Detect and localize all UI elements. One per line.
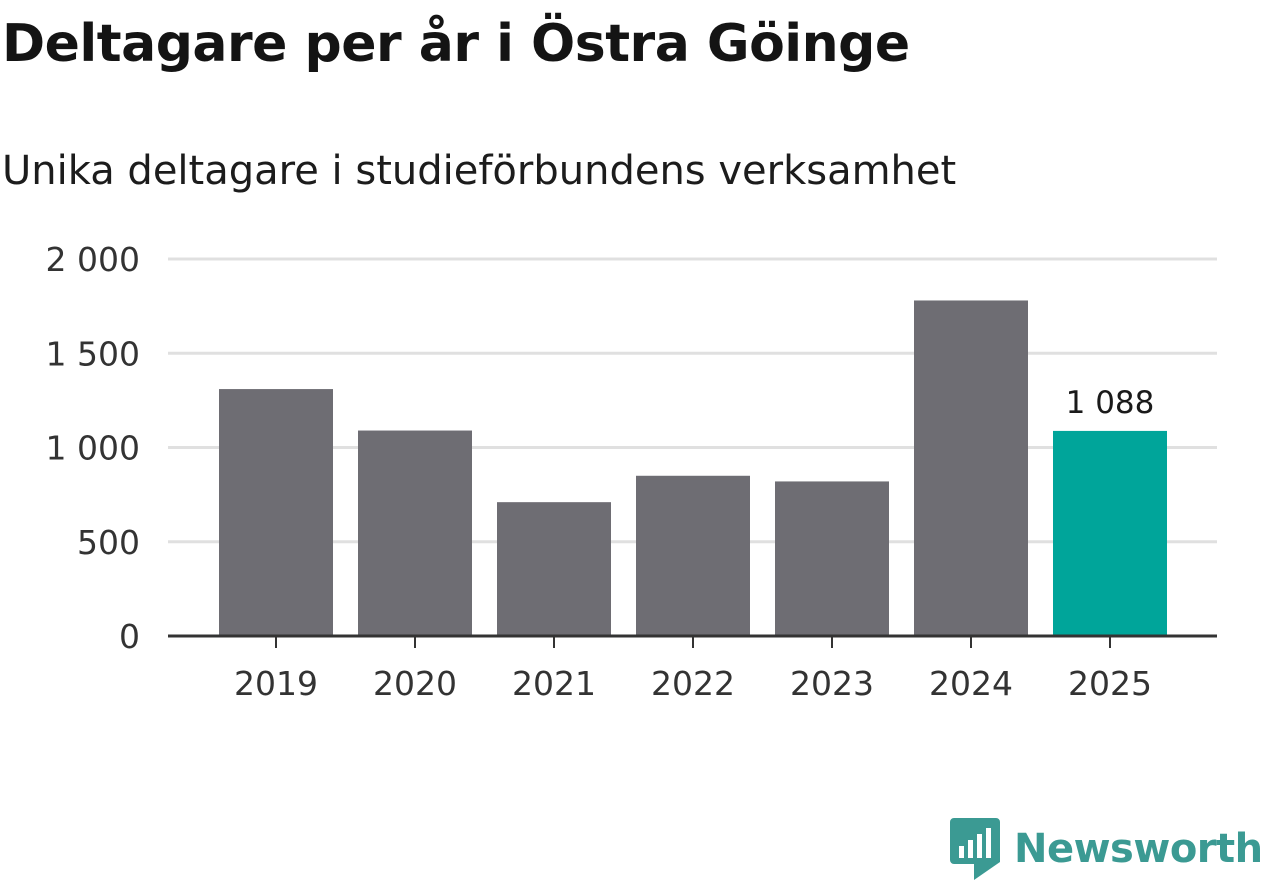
chart-title: Deltagare per år i Östra Göinge (2, 14, 910, 74)
bar-2020 (358, 430, 472, 636)
bar-2025 (1053, 430, 1167, 636)
bar-2024 (914, 300, 1028, 636)
newsworthy-logo-icon (950, 818, 1000, 880)
y-tick-label: 1 500 (46, 334, 140, 373)
labels: 0 500 1 000 1 500 2 000 2019 2020 2021 2022 2023 2… (46, 240, 1155, 703)
x-tick-label: 2019 (234, 664, 318, 703)
y-tick-label: 500 (77, 523, 140, 562)
x-tick-label: 2023 (790, 664, 874, 703)
y-tick-label: 0 (119, 617, 140, 656)
y-tick-label: 2 000 (46, 240, 140, 279)
brand-logo: Newsworthy (950, 818, 1262, 880)
brand-name: Newsworthy (1014, 826, 1262, 872)
chart-subtitle: Unika deltagare i studieförbundens verks… (2, 148, 957, 194)
x-tick-label: 2024 (929, 664, 1013, 703)
x-tick-label: 2025 (1068, 664, 1152, 703)
axes (168, 634, 1217, 648)
x-tick-label: 2020 (373, 664, 457, 703)
bar-2019 (219, 389, 333, 636)
bar-2022 (636, 475, 750, 636)
bar-2023 (775, 481, 889, 636)
bar-2021 (497, 502, 611, 636)
bars (219, 300, 1167, 636)
x-tick-label: 2021 (512, 664, 596, 703)
x-tick-label: 2022 (651, 664, 735, 703)
data-label: 1 088 (1066, 385, 1155, 421)
y-tick-label: 1 000 (46, 429, 140, 468)
